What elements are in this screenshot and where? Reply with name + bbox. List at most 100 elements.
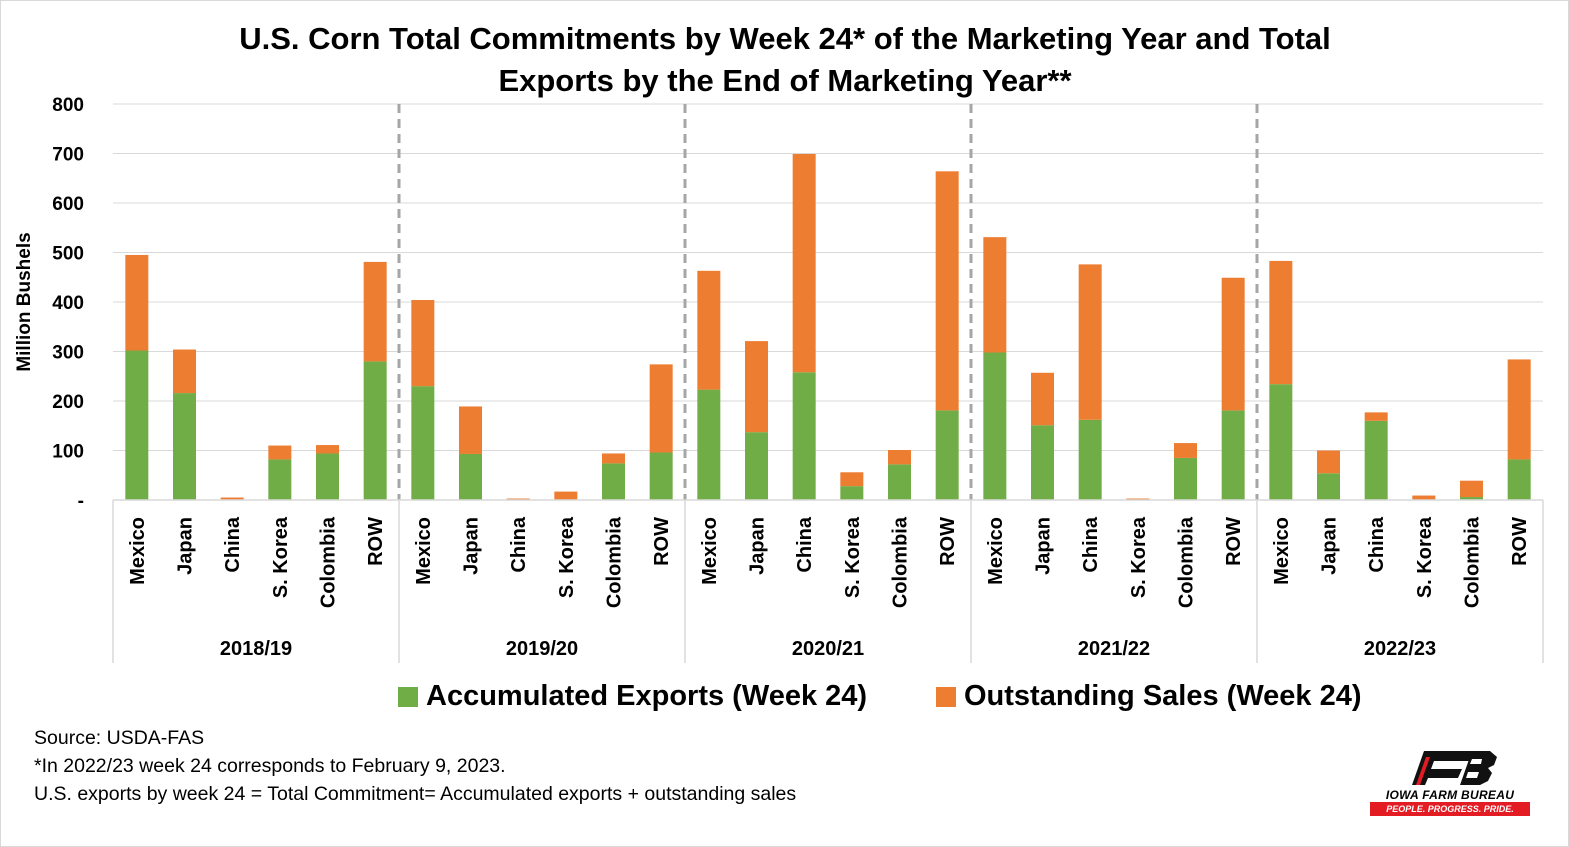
logo-tagline: PEOPLE. PROGRESS. PRIDE. (1370, 802, 1530, 816)
bar-outstanding-sales (602, 453, 625, 464)
x-tick-label: Mexico (699, 517, 721, 585)
fb-logo-icon (1412, 751, 1497, 785)
bar-accumulated-exports (125, 350, 149, 500)
bar-outstanding-sales (1460, 480, 1483, 498)
x-tick-label: Japan (175, 517, 197, 575)
x-group-label: 2021/22 (1078, 638, 1150, 660)
x-tick-label: Colombia (604, 516, 626, 608)
x-group-label: 2020/21 (792, 638, 864, 660)
bar-outstanding-sales (840, 472, 864, 487)
bar-outstanding-sales (316, 445, 339, 454)
bar-outstanding-sales (1412, 495, 1436, 500)
bar-accumulated-exports (745, 432, 768, 500)
bar-accumulated-exports (316, 453, 339, 500)
bar-accumulated-exports (363, 361, 387, 500)
legend-label-exports: Accumulated Exports (Week 24) (426, 680, 868, 712)
bar-accumulated-exports (459, 453, 482, 500)
y-tick-label: 800 (52, 95, 84, 116)
bar-outstanding-sales (792, 153, 816, 373)
bar-outstanding-sales (459, 406, 482, 454)
bar-outstanding-sales (1364, 412, 1388, 421)
x-tick-label: ROW (365, 517, 387, 566)
bar-accumulated-exports (1031, 425, 1054, 500)
bar-outstanding-sales (1031, 372, 1054, 426)
bar-accumulated-exports (1174, 457, 1197, 500)
x-tick-label: Mexico (127, 517, 149, 585)
x-tick-label: China (222, 516, 244, 572)
footnote-2: U.S. exports by week 24 = Total Commitme… (34, 783, 797, 805)
x-group-label: 2019/20 (506, 638, 578, 660)
x-group-label: 2018/19 (220, 638, 292, 660)
bar-outstanding-sales (935, 171, 959, 411)
x-tick-label: S. Korea (1128, 516, 1150, 598)
bar-outstanding-sales (983, 237, 1007, 353)
bar-accumulated-exports (888, 464, 911, 500)
x-tick-label: China (1080, 516, 1102, 572)
bar-outstanding-sales (1317, 450, 1340, 474)
footnote-1: *In 2022/23 week 24 corresponds to Febru… (34, 755, 506, 777)
x-tick-label: Mexico (985, 517, 1007, 585)
bar-outstanding-sales (745, 341, 768, 433)
bar-outstanding-sales (268, 445, 292, 460)
bar-outstanding-sales (1174, 443, 1197, 458)
bar-outstanding-sales (649, 364, 673, 453)
bar-accumulated-exports (1221, 410, 1245, 500)
y-tick-label: - (78, 491, 84, 512)
x-tick-label: S. Korea (270, 516, 292, 598)
x-tick-label: Mexico (413, 517, 435, 585)
y-tick-label: 200 (52, 392, 84, 413)
bar-outstanding-sales (1078, 264, 1102, 420)
iowa-farm-bureau-logo: IOWA FARM BUREAU PEOPLE. PROGRESS. PRIDE… (1364, 745, 1534, 820)
x-tick-label: China (794, 516, 816, 572)
x-tick-label: Japan (747, 517, 769, 575)
logo-name: IOWA FARM BUREAU (1385, 788, 1515, 802)
bar-accumulated-exports (792, 372, 816, 500)
legend-label-outstanding: Outstanding Sales (Week 24) (964, 680, 1362, 712)
x-tick-label: ROW (1223, 517, 1245, 566)
x-tick-label: Colombia (1462, 516, 1484, 608)
bar-outstanding-sales (363, 261, 387, 362)
legend-item-exports: Accumulated Exports (Week 24) (398, 680, 867, 713)
bar-accumulated-exports (840, 486, 864, 500)
x-tick-label: Japan (1033, 517, 1055, 575)
bar-outstanding-sales (554, 491, 578, 500)
bar-accumulated-exports (411, 386, 435, 500)
y-tick-label: 600 (52, 194, 84, 215)
y-tick-label: 300 (52, 343, 84, 364)
bar-accumulated-exports (649, 452, 673, 500)
x-tick-label: ROW (937, 517, 959, 566)
x-tick-label: ROW (651, 517, 673, 566)
y-tick-label: 400 (52, 293, 84, 314)
chart-notes: Source: USDA-FAS *In 2022/23 week 24 cor… (34, 724, 796, 808)
bar-accumulated-exports (935, 410, 959, 500)
bar-accumulated-exports (1364, 420, 1388, 500)
bar-outstanding-sales (125, 254, 149, 351)
bar-accumulated-exports (697, 389, 721, 500)
bar-accumulated-exports (268, 459, 292, 500)
bar-outstanding-sales (888, 450, 911, 465)
bar-accumulated-exports (602, 463, 625, 500)
y-tick-label: 700 (52, 145, 84, 166)
chart-title-line2: Exports by the End of Marketing Year** (498, 63, 1072, 98)
y-tick-label: 100 (52, 442, 84, 463)
stacked-bar-chart: - 100 200 300 400 500 600 700 800 Million Bushels… (14, 95, 1544, 663)
x-tick-label: S. Korea (556, 516, 578, 598)
chart-title: U.S. Corn Total Commitments by Week 24* … (120, 18, 1450, 102)
x-tick-label: ROW (1509, 517, 1531, 566)
y-axis-title: Million Bushels (14, 232, 35, 371)
source-note: Source: USDA-FAS (34, 727, 205, 749)
bar-accumulated-exports (1317, 473, 1340, 500)
bar-accumulated-exports (983, 352, 1007, 500)
x-tick-label: Colombia (318, 516, 340, 608)
chart-title-line1: U.S. Corn Total Commitments by Week 24* … (239, 21, 1331, 56)
x-tick-label: Japan (461, 517, 483, 575)
x-tick-label: Mexico (1271, 517, 1293, 585)
bar-accumulated-exports (1460, 497, 1483, 500)
x-tick-label: S. Korea (1414, 516, 1436, 598)
bar-outstanding-sales (1221, 277, 1245, 411)
bar-accumulated-exports (173, 393, 196, 500)
x-tick-label: Colombia (890, 516, 912, 608)
bar-outstanding-sales (173, 349, 196, 394)
bar-outstanding-sales (1507, 359, 1531, 460)
x-group-label: 2022/23 (1364, 638, 1436, 660)
